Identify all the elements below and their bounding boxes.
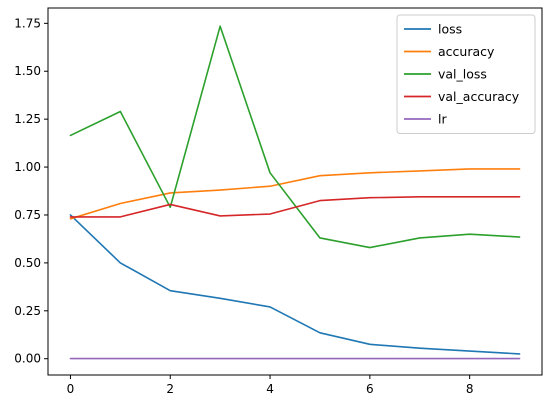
series-line-loss (69, 214, 521, 355)
series-line-accuracy (69, 168, 521, 220)
y-axis: 0.00 0.25 0.50 0.75 1.00 1.25 1.50 1.75 (14, 16, 48, 366)
series-line-val-loss (69, 25, 521, 249)
y-tick-label: 0.00 (14, 352, 41, 366)
x-tick-label: 0 (67, 382, 75, 396)
legend-label-val-accuracy: val_accuracy (438, 89, 520, 104)
y-tick-label: 1.00 (14, 160, 41, 174)
axes-layer (47, 7, 543, 376)
y-tick-label: 0.75 (14, 208, 41, 222)
x-tick-label: 8 (466, 382, 474, 396)
y-tick-label: 1.75 (14, 16, 41, 30)
legend-label-accuracy: accuracy (438, 44, 495, 59)
series-line-val-accuracy (69, 195, 521, 218)
legend-box (396, 14, 536, 134)
y-tick-label: 0.50 (14, 256, 41, 270)
x-tick-label: 2 (166, 382, 174, 396)
legend-label-loss: loss (438, 22, 462, 37)
x-axis: 0 2 4 6 8 (67, 375, 474, 396)
y-tick-label: 0.25 (14, 304, 41, 318)
x-tick-label: 4 (266, 382, 274, 396)
series-layer (69, 25, 521, 360)
legend-label-val-loss: val_loss (438, 67, 487, 82)
y-tick-label: 1.25 (14, 112, 41, 126)
y-tick-label: 1.50 (14, 64, 41, 78)
x-tick-label: 6 (366, 382, 374, 396)
legend-label-lr: lr (438, 112, 447, 127)
plot-frame (47, 7, 543, 376)
